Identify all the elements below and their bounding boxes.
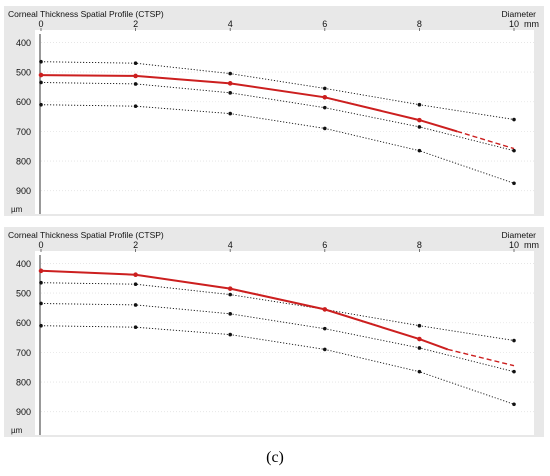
x-tick-label: 2 bbox=[133, 19, 138, 29]
y-tick-label: 900 bbox=[16, 186, 31, 196]
ctsp-panel-bottom: Corneal Thickness Spatial Profile (CTSP)… bbox=[4, 227, 544, 437]
band-point bbox=[39, 301, 43, 306]
x-tick-label: 8 bbox=[417, 240, 422, 250]
profile-extrapolation-line bbox=[456, 130, 515, 150]
band-point bbox=[39, 59, 43, 64]
x-unit-label: mm bbox=[524, 240, 539, 250]
band-point bbox=[228, 312, 232, 316]
profile-point bbox=[133, 73, 138, 79]
band-point bbox=[323, 86, 327, 91]
x-tick-label: 4 bbox=[228, 19, 233, 29]
y-tick-label: 400 bbox=[16, 259, 31, 269]
figure-caption: (c) bbox=[266, 449, 284, 466]
band-point bbox=[417, 102, 422, 107]
y-tick-label: 900 bbox=[16, 407, 31, 417]
profile-point bbox=[38, 268, 44, 274]
band-point bbox=[417, 125, 422, 129]
profile-point bbox=[417, 336, 422, 342]
band-point bbox=[39, 323, 43, 328]
ctsp-chart-top: Corneal Thickness Spatial Profile (CTSP)… bbox=[4, 6, 544, 216]
diameter-label: Diameter bbox=[502, 230, 537, 240]
band-point bbox=[228, 91, 232, 95]
band-point bbox=[512, 117, 516, 122]
x-tick-label: 6 bbox=[322, 240, 327, 250]
band-point bbox=[323, 347, 327, 352]
band-point bbox=[228, 332, 232, 337]
band-point bbox=[133, 303, 138, 307]
band-point bbox=[323, 326, 327, 331]
x-tick-label: 6 bbox=[322, 19, 327, 29]
profile-point bbox=[227, 81, 233, 86]
band-point bbox=[512, 148, 516, 153]
band-point bbox=[228, 111, 232, 116]
plot-area bbox=[35, 30, 534, 214]
x-tick-label: 2 bbox=[133, 240, 138, 250]
y-tick-label: 700 bbox=[16, 127, 31, 137]
profile-point bbox=[133, 272, 138, 277]
normative-band-line bbox=[40, 325, 515, 405]
y-unit-label: µm bbox=[11, 205, 23, 214]
band-point bbox=[417, 369, 422, 374]
profile-point bbox=[38, 72, 44, 78]
band-point bbox=[323, 126, 327, 131]
band-point bbox=[228, 71, 232, 76]
y-tick-label: 400 bbox=[16, 38, 31, 48]
band-point bbox=[133, 61, 138, 65]
x-tick-label: 10 bbox=[509, 19, 519, 29]
patient-profile-line bbox=[40, 74, 458, 133]
band-point bbox=[417, 323, 422, 328]
band-point bbox=[133, 282, 138, 286]
diameter-label: Diameter bbox=[502, 9, 537, 19]
x-unit-label: mm bbox=[524, 19, 539, 29]
y-tick-label: 500 bbox=[16, 289, 31, 299]
band-point bbox=[512, 402, 516, 407]
plot-area bbox=[35, 251, 534, 435]
normative-band-line bbox=[40, 282, 515, 341]
x-tick-label: 0 bbox=[38, 240, 43, 250]
normative-band-line bbox=[40, 82, 515, 152]
band-point bbox=[228, 292, 232, 297]
y-tick-label: 800 bbox=[16, 378, 31, 388]
x-tick-label: 8 bbox=[417, 19, 422, 29]
y-tick-label: 600 bbox=[16, 318, 31, 328]
ctsp-chart-bottom: Corneal Thickness Spatial Profile (CTSP)… bbox=[4, 227, 544, 437]
profile-point bbox=[417, 117, 422, 123]
band-point bbox=[133, 104, 138, 108]
normative-band-line bbox=[40, 303, 515, 373]
chart-title: Corneal Thickness Spatial Profile (CTSP) bbox=[8, 9, 164, 19]
x-tick-label: 10 bbox=[509, 240, 519, 250]
band-point bbox=[512, 338, 516, 343]
x-tick-label: 0 bbox=[38, 19, 43, 29]
x-tick-label: 4 bbox=[228, 240, 233, 250]
y-tick-label: 700 bbox=[16, 348, 31, 358]
y-tick-label: 500 bbox=[16, 68, 31, 78]
band-point bbox=[39, 280, 43, 285]
band-point bbox=[39, 102, 43, 107]
band-point bbox=[133, 325, 138, 329]
y-unit-label: µm bbox=[11, 426, 23, 435]
patient-profile-line bbox=[40, 269, 449, 351]
band-point bbox=[39, 80, 43, 85]
band-point bbox=[133, 82, 138, 86]
normative-band-line bbox=[40, 104, 515, 184]
y-tick-label: 600 bbox=[16, 97, 31, 107]
band-point bbox=[417, 346, 422, 350]
normative-band-line bbox=[40, 61, 515, 120]
ctsp-panel-top: Corneal Thickness Spatial Profile (CTSP)… bbox=[4, 6, 544, 216]
chart-title: Corneal Thickness Spatial Profile (CTSP) bbox=[8, 230, 164, 240]
profile-point bbox=[322, 307, 328, 312]
profile-point bbox=[227, 286, 233, 291]
profile-extrapolation-line bbox=[447, 348, 515, 367]
band-point bbox=[512, 181, 516, 186]
profile-point bbox=[322, 94, 328, 100]
band-point bbox=[512, 369, 516, 374]
y-tick-label: 800 bbox=[16, 157, 31, 167]
band-point bbox=[323, 105, 327, 110]
band-point bbox=[417, 148, 422, 153]
